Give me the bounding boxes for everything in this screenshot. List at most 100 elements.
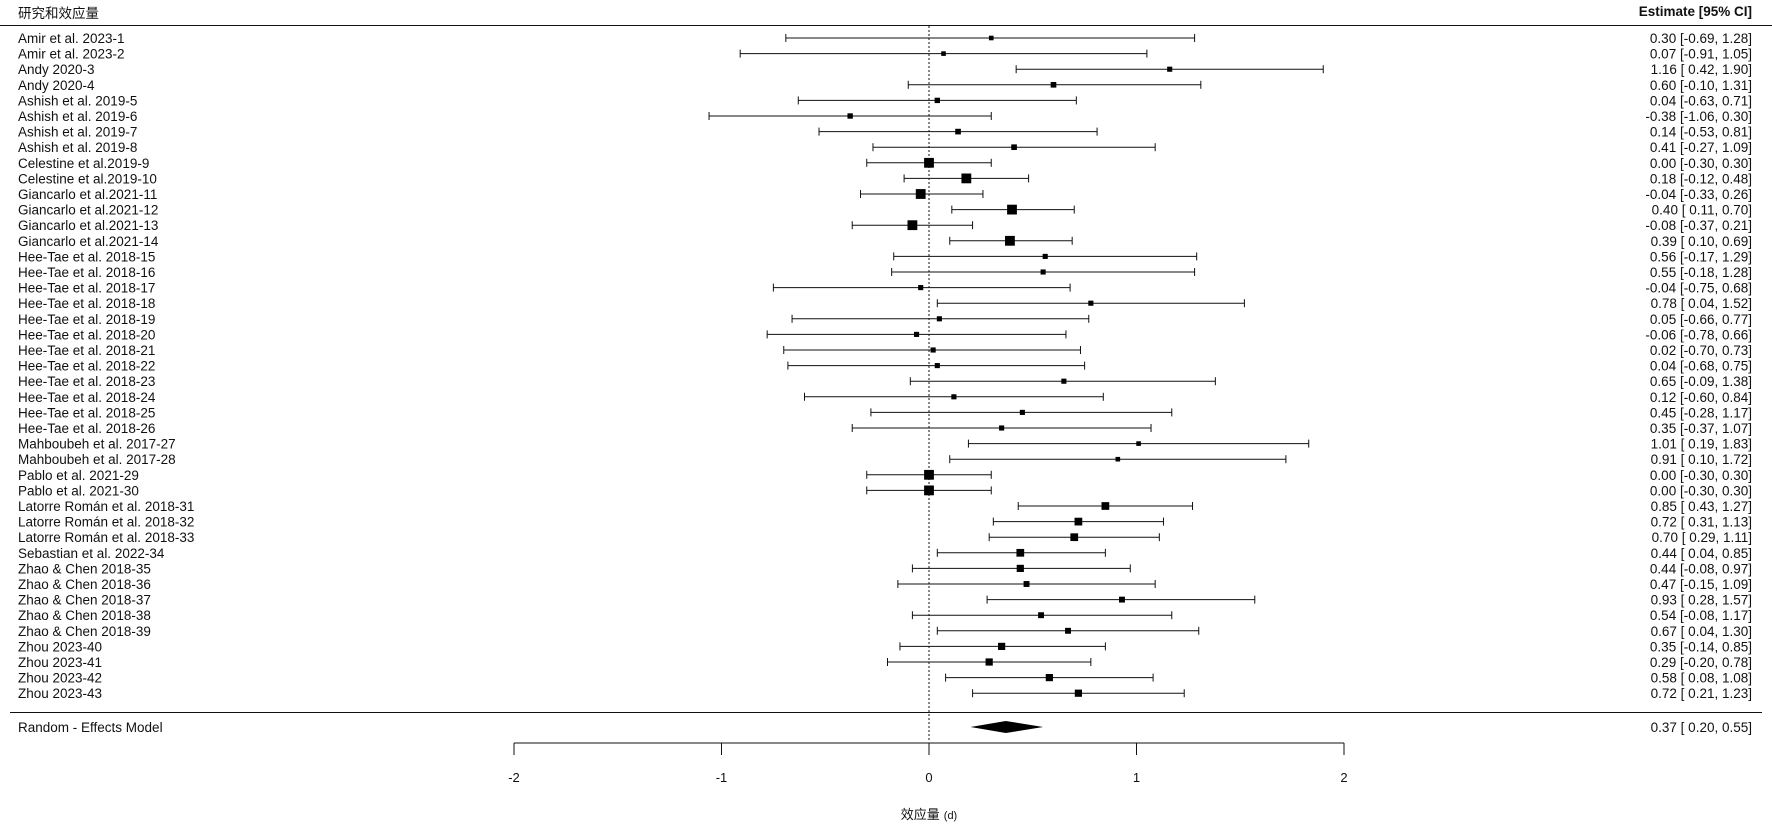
x-axis-label: 效应量 (d) (901, 807, 957, 822)
study-estimate-text: 0.40 [ 0.11, 0.70] (1652, 203, 1752, 218)
study-row: Zhao & Chen 2018-39 0.67 [ 0.04, 1.30] (18, 624, 1752, 639)
study-label: Ashish et al. 2019-5 (18, 93, 137, 108)
study-label: Latorre Román et al. 2018-31 (18, 499, 194, 514)
point-estimate-square (1070, 533, 1079, 542)
study-estimate-text: 0.04 [-0.68, 0.75] (1650, 359, 1752, 374)
point-estimate-square (998, 642, 1006, 650)
point-estimate-square (1167, 66, 1173, 72)
study-row: Hee-Tae et al. 2018-16 0.55 [-0.18, 1.28] (18, 265, 1752, 280)
study-row: Zhao & Chen 2018-36 0.47 [-0.15, 1.09] (18, 577, 1752, 592)
study-label: Hee-Tae et al. 2018-16 (18, 265, 155, 280)
study-label: Sebastian et al. 2022-34 (18, 546, 165, 561)
x-tick-label: -1 (716, 770, 728, 785)
study-row: Zhou 2023-42 0.58 [ 0.08, 1.08] (18, 671, 1752, 686)
study-row: Zhou 2023-43 0.72 [ 0.21, 1.23] (18, 686, 1752, 701)
study-label: Hee-Tae et al. 2018-25 (18, 405, 155, 420)
study-row: Amir et al. 2023-2 0.07 [-0.91, 1.05] (18, 47, 1752, 62)
study-estimate-text: 0.58 [ 0.08, 1.08] (1651, 671, 1752, 686)
study-row: Amir et al. 2023-1 0.30 [-0.69, 1.28] (18, 31, 1752, 46)
study-row: Andy 2020-3 1.16 [ 0.42, 1.90] (18, 62, 1752, 77)
study-estimate-text: -0.08 [-0.37, 0.21] (1645, 218, 1752, 233)
x-axis-label-unit: (d) (944, 810, 957, 822)
x-tick-label: 1 (1133, 770, 1140, 785)
study-label: Giancarlo et al.2021-14 (18, 234, 159, 249)
study-label: Hee-Tae et al. 2018-21 (18, 343, 155, 358)
x-tick-label: -2 (508, 770, 520, 785)
point-estimate-square (936, 316, 942, 322)
study-estimate-text: 0.85 [ 0.43, 1.27] (1651, 499, 1752, 514)
study-estimate-text: 0.78 [ 0.04, 1.52] (1651, 296, 1752, 311)
point-estimate-square (1074, 689, 1082, 697)
study-label: Hee-Tae et al. 2018-19 (18, 312, 155, 327)
study-label: Amir et al. 2023-1 (18, 31, 125, 46)
study-label: Celestine et al.2019-9 (18, 156, 149, 171)
point-estimate-square (915, 189, 926, 199)
study-row: Andy 2020-4 0.60 [-0.10, 1.31] (18, 78, 1752, 93)
point-estimate-square (1074, 517, 1083, 526)
study-label: Giancarlo et al.2021-13 (18, 218, 158, 233)
study-row: Giancarlo et al.2021-11 -0.04 [-0.33, 0.2… (18, 187, 1752, 202)
point-estimate-square (1119, 596, 1125, 603)
study-label: Hee-Tae et al. 2018-17 (18, 281, 155, 296)
study-label: Zhao & Chen 2018-39 (18, 624, 151, 639)
study-label: Mahboubeh et al. 2017-28 (18, 452, 176, 467)
point-estimate-square (907, 220, 918, 231)
summary-label: Random - Effects Model (18, 720, 163, 735)
x-tick-label: 0 (925, 770, 932, 785)
study-row: Mahboubeh et al. 2017-28 0.91 [ 0.10, 1.7… (18, 452, 1752, 467)
x-axis: -2 -1 0 1 2 (508, 742, 1348, 785)
summary-estimate-text: 0.37 [ 0.20, 0.55] (1651, 720, 1752, 735)
point-estimate-square (1050, 81, 1057, 88)
study-estimate-text: 0.18 [-0.12, 0.48] (1650, 171, 1752, 186)
study-column-header: 研究和效应量 (18, 5, 99, 21)
study-estimate-text: -0.04 [-0.75, 0.68] (1645, 281, 1752, 296)
study-label: Zhou 2023-41 (18, 655, 102, 670)
point-estimate-square (1061, 378, 1067, 384)
study-row: Ashish et al. 2019-5 0.04 [-0.63, 0.71] (18, 93, 1752, 108)
study-estimate-text: 0.45 [-0.28, 1.17] (1650, 405, 1752, 420)
study-row: Latorre Román et al. 2018-33 0.70 [ 0.29,… (18, 530, 1752, 545)
study-row: Ashish et al. 2019-7 0.14 [-0.53, 0.81] (18, 125, 1752, 140)
study-label: Hee-Tae et al. 2018-20 (18, 327, 155, 342)
study-label: Zhao & Chen 2018-35 (18, 561, 151, 576)
study-row: Pablo et al. 2021-30 0.00 [-0.30, 0.30] (18, 483, 1752, 498)
point-estimate-square (988, 35, 994, 41)
point-estimate-square (951, 394, 957, 400)
study-estimate-text: 0.65 [-0.09, 1.38] (1650, 374, 1752, 389)
point-estimate-square (1005, 235, 1015, 246)
study-row: Hee-Tae et al. 2018-19 0.05 [-0.66, 0.77] (18, 312, 1752, 327)
point-estimate-square (1023, 581, 1030, 587)
study-estimate-text: 1.16 [ 0.42, 1.90] (1651, 62, 1752, 77)
point-estimate-square (913, 331, 920, 337)
study-estimate-text: 0.41 [-0.27, 1.09] (1650, 140, 1752, 155)
study-label: Latorre Román et al. 2018-33 (18, 530, 194, 545)
point-estimate-square (1016, 564, 1024, 572)
study-label: Ashish et al. 2019-6 (18, 109, 137, 124)
study-label: Pablo et al. 2021-29 (18, 468, 139, 483)
study-row: Latorre Román et al. 2018-32 0.72 [ 0.31,… (18, 515, 1752, 530)
study-label: Hee-Tae et al. 2018-24 (18, 390, 156, 405)
study-row: Zhou 2023-41 0.29 [-0.20, 0.78] (18, 655, 1752, 670)
study-estimate-text: 0.93 [ 0.28, 1.57] (1651, 593, 1752, 608)
study-estimate-text: 0.00 [-0.30, 0.30] (1650, 156, 1752, 171)
point-estimate-square (1016, 548, 1025, 557)
point-estimate-square (961, 173, 972, 184)
study-row: Hee-Tae et al. 2018-21 0.02 [-0.70, 0.73] (18, 343, 1752, 358)
study-estimate-text: 0.35 [-0.14, 0.85] (1650, 639, 1752, 654)
study-row: Latorre Román et al. 2018-31 0.85 [ 0.43,… (18, 499, 1752, 514)
study-row: Giancarlo et al.2021-14 0.39 [ 0.10, 0.69… (18, 234, 1752, 249)
study-estimate-text: 0.44 [-0.08, 0.97] (1650, 561, 1752, 576)
point-estimate-square (1007, 204, 1017, 215)
estimate-column-header: Estimate [95% CI] (1639, 4, 1752, 19)
study-row: Ashish et al. 2019-6 -0.38 [-1.06, 0.30] (18, 109, 1752, 124)
study-row: Hee-Tae et al. 2018-22 0.04 [-0.68, 0.75] (18, 359, 1752, 374)
study-row: Hee-Tae et al. 2018-17 -0.04 [-0.75, 0.68… (18, 281, 1752, 296)
study-estimate-text: 0.14 [-0.53, 0.81] (1650, 125, 1752, 140)
point-estimate-square (1045, 674, 1053, 682)
study-estimate-text: 0.39 [ 0.10, 0.69] (1651, 234, 1752, 249)
study-row: Mahboubeh et al. 2017-27 1.01 [ 0.19, 1.8… (18, 437, 1752, 452)
study-label: Latorre Román et al. 2018-32 (18, 515, 194, 530)
study-estimate-text: 0.05 [-0.66, 0.77] (1650, 312, 1752, 327)
